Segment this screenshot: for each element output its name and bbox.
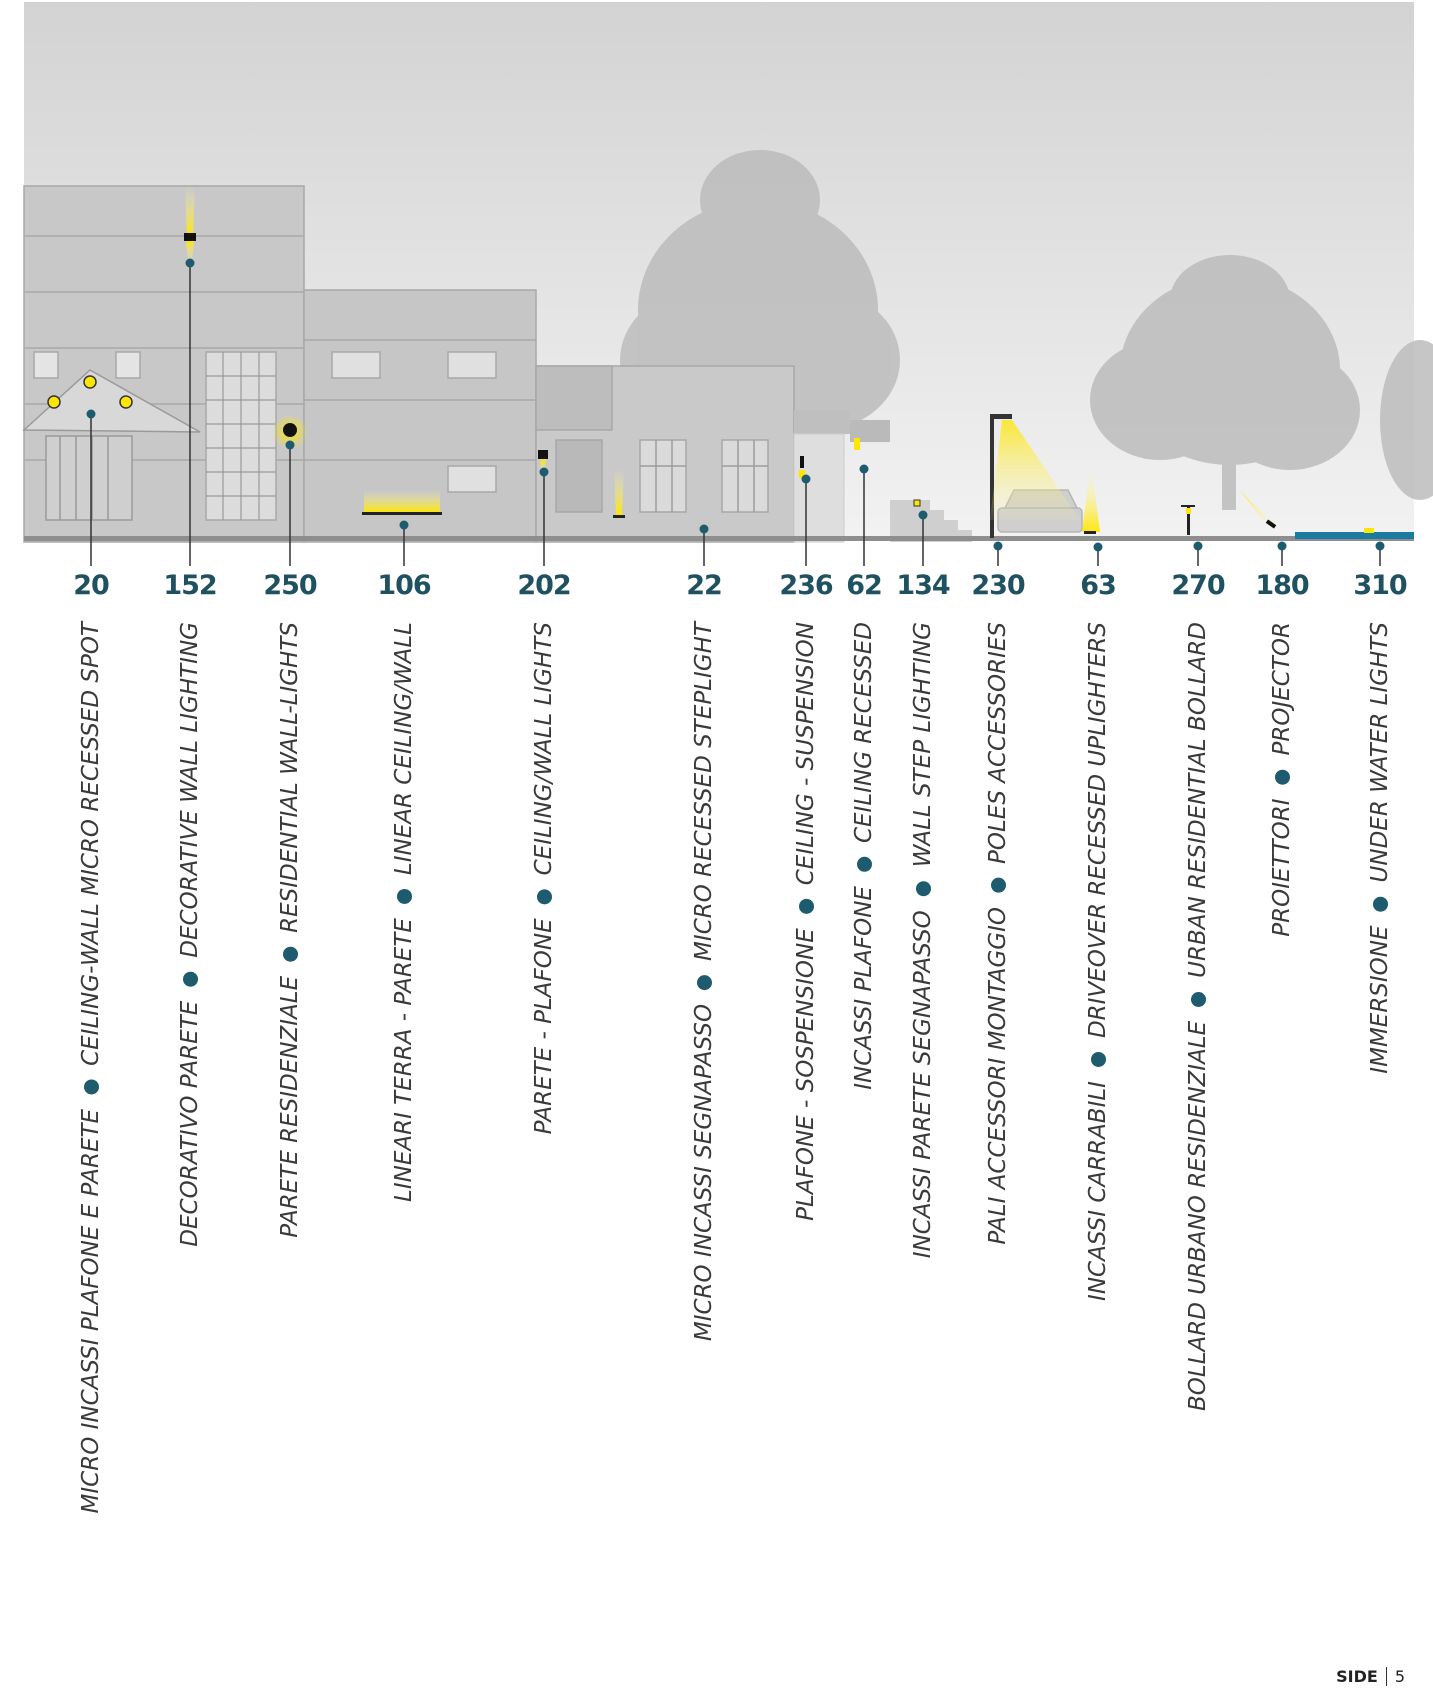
separator-dot	[696, 974, 712, 990]
label-italian: PROIETTORI	[1269, 798, 1295, 937]
marker-dot	[1375, 541, 1385, 551]
label-italian: DECORATIVO PARETE	[177, 1000, 203, 1247]
label-italian: PARETE RESIDENZIALE	[277, 975, 303, 1238]
label-english: LINEAR CEILING/WALL	[391, 622, 417, 876]
separator-dot	[1190, 991, 1206, 1007]
product-code: 63	[1080, 570, 1117, 601]
label-italian: INCASSI PLAFONE	[851, 886, 877, 1090]
light-effects	[47, 186, 1374, 538]
separator-dot	[282, 946, 298, 962]
annex	[793, 433, 845, 543]
label-english: CEILING RECESSED	[851, 622, 877, 844]
label-italian: LINEARI TERRA - PARETE	[391, 918, 417, 1202]
separator-dot	[915, 881, 931, 897]
canopy-1	[794, 410, 850, 434]
separator-dot	[182, 971, 198, 987]
label-italian: MICRO INCASSI SEGNAPASSO	[691, 1003, 717, 1342]
tree-edge	[1380, 340, 1433, 500]
product-code: 180	[1255, 570, 1309, 601]
separator-dot	[83, 1079, 99, 1095]
label-english: WALL STEP LIGHTING	[910, 622, 936, 868]
product-code: 22	[686, 570, 723, 601]
label-english: URBAN RESIDENTIAL BOLLARD	[1185, 622, 1211, 978]
marker-dot	[539, 467, 549, 477]
separator-dot	[798, 899, 814, 915]
marker-dot	[185, 258, 195, 268]
label-english: CEILING - SUSPENSION	[793, 622, 819, 886]
product-code: 106	[377, 570, 431, 601]
building-tall	[23, 185, 305, 543]
label-italian: INCASSI PARETE SEGNAPASSO	[910, 910, 936, 1259]
leader-lines	[86, 258, 1385, 566]
footer-label: SIDE	[1336, 1667, 1378, 1686]
label-english: UNDER WATER LIGHTS	[1367, 622, 1393, 883]
marker-dot	[399, 520, 409, 530]
label-italian: PARETE - PLAFONE	[531, 918, 557, 1135]
label-english: MICRO RECESSED STEPLIGHT	[691, 622, 717, 961]
separator-dot	[536, 889, 552, 905]
marker-dot	[801, 474, 811, 484]
marker-dot	[699, 524, 709, 534]
label-english: POLES ACCESSORIES	[985, 622, 1011, 864]
entrance-canopy	[22, 369, 201, 521]
marker-dot	[285, 440, 295, 450]
canopy-2	[850, 420, 890, 442]
label-italian: PLAFONE - SOSPENSIONE	[793, 928, 819, 1221]
marker-dot	[1277, 541, 1287, 551]
label-italian: INCASSI CARRABILI	[1085, 1081, 1111, 1301]
separator-dot	[856, 857, 872, 873]
page-footer: SIDE 5	[1336, 1667, 1405, 1686]
product-code: 134	[896, 570, 950, 601]
label-italian: BOLLARD URBANO RESIDENZIALE	[1185, 1020, 1211, 1411]
separator-dot	[990, 878, 1006, 893]
product-code: 202	[517, 570, 571, 601]
label-english: CEILING/WALL LIGHTS	[531, 622, 557, 876]
product-code: 310	[1353, 570, 1407, 601]
separator-dot	[1372, 896, 1388, 912]
product-code: 20	[73, 570, 110, 601]
marker-dot	[859, 464, 869, 474]
tree-right	[1090, 255, 1360, 510]
separator-dot	[1090, 1052, 1106, 1068]
label-english: DRIVEOVER RECESSED UPLIGHTERS	[1085, 622, 1111, 1039]
label-italian: PALI ACCESSORI MONTAGGIO	[985, 907, 1011, 1245]
building-low	[535, 365, 795, 543]
label-english: CEILING-WALL MICRO RECESSED SPOT	[78, 622, 104, 1066]
marker-dot	[86, 409, 96, 419]
separator-dot	[396, 889, 412, 905]
label-english: RESIDENTIAL WALL-LIGHTS	[277, 622, 303, 933]
marker-dot	[993, 541, 1003, 551]
marker-dot	[1193, 541, 1203, 551]
label-italian: MICRO INCASSI PLAFONE E PARETE	[78, 1108, 104, 1514]
product-code: 250	[263, 570, 317, 601]
product-code: 270	[1171, 570, 1225, 601]
separator-dot	[1274, 769, 1290, 785]
product-code: 152	[163, 570, 217, 601]
page-number: 5	[1385, 1667, 1405, 1686]
marker-dot	[918, 510, 928, 520]
ground-line	[24, 536, 1414, 541]
water	[1295, 532, 1414, 539]
product-code: 62	[846, 570, 883, 601]
label-italian: IMMERSIONE	[1367, 925, 1393, 1074]
label-english: DECORATIVE WALL LIGHTING	[177, 622, 203, 958]
product-code: 236	[779, 570, 833, 601]
marker-dot	[1093, 542, 1103, 552]
label-english: PROJECTOR	[1269, 622, 1295, 756]
product-code: 230	[971, 570, 1025, 601]
